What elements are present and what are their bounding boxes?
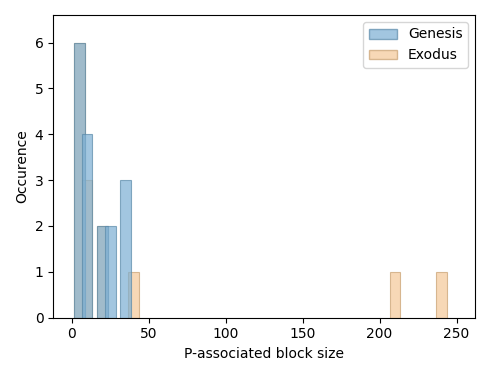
Y-axis label: Occurence: Occurence [15, 129, 29, 203]
Bar [120, 180, 131, 318]
Bar [436, 272, 446, 318]
Bar [105, 226, 116, 318]
Bar [74, 42, 85, 318]
Bar [128, 272, 139, 318]
Bar [74, 42, 85, 318]
Bar [97, 226, 108, 318]
Legend: Genesis, Exodus: Genesis, Exodus [364, 22, 468, 68]
X-axis label: P-associated block size: P-associated block size [184, 347, 344, 361]
Bar [82, 180, 93, 318]
Bar [82, 134, 93, 318]
Bar [97, 226, 108, 318]
Bar [390, 272, 400, 318]
